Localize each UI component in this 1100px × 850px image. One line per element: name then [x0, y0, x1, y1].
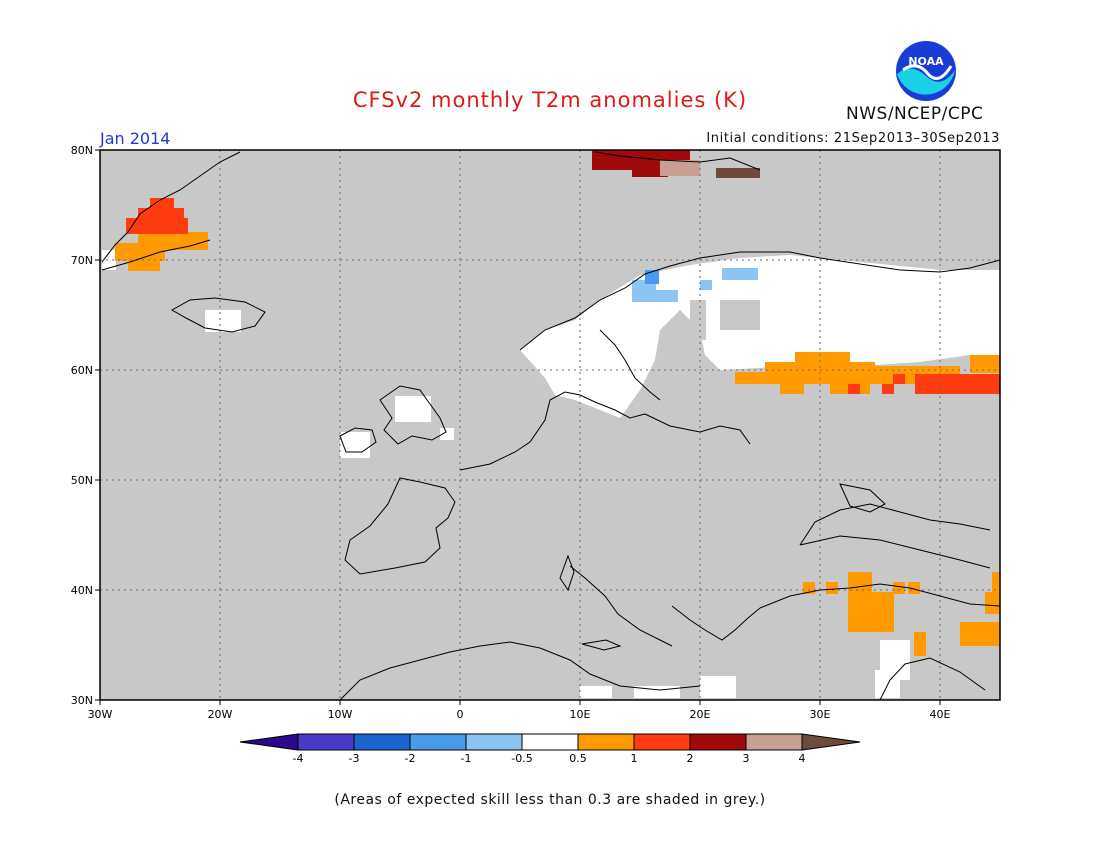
colorbar-swatch [409, 733, 467, 751]
lon-tick-label: 10W [328, 708, 353, 721]
lat-tick-label: 50N [71, 474, 93, 487]
colorbar-tick-label: 3 [743, 752, 750, 765]
colorbar-arrow-left [239, 733, 299, 751]
colorbar-tick-label: -2 [405, 752, 416, 765]
skill-footnote: (Areas of expected skill less than 0.3 a… [334, 792, 766, 808]
initial-conditions: Initial conditions: 21Sep2013–30Sep2013 [706, 131, 1000, 146]
norway-cool-anomaly [632, 268, 758, 302]
lon-tick-label: 10E [570, 708, 591, 721]
lon-tick-label: 20E [690, 708, 711, 721]
lat-tick-label: 30N [71, 694, 93, 707]
noaa-logo-icon: NOAA [896, 41, 956, 101]
agency-label: NWS/NCEP/CPC [846, 104, 984, 124]
anomaly-shading [102, 150, 1000, 698]
map-frame [99, 149, 1001, 701]
british-isles-anomaly [340, 396, 454, 458]
turkey-anomaly [803, 572, 1000, 698]
colorbar-tick-label: 0.5 [569, 752, 587, 765]
colorbar-swatch [577, 733, 635, 751]
colorbar-tick-label: 2 [687, 752, 694, 765]
colorbar-swatch [521, 733, 579, 751]
lon-tick-label: 20W [208, 708, 233, 721]
gridlines [100, 150, 1000, 700]
colorbar-tick-label: -4 [293, 752, 304, 765]
colorbar-swatch [745, 733, 803, 751]
forecast-period: Jan 2014 [100, 129, 171, 148]
colorbar-swatch [353, 733, 411, 751]
lon-tick-label: 30W [88, 708, 113, 721]
colorbar-tick-label: 4 [799, 752, 806, 765]
colorbar-tick-label: -1 [461, 752, 472, 765]
iceland-anomaly [205, 310, 241, 332]
colorbar-tick-label: 1 [631, 752, 638, 765]
lon-tick-label: 30E [810, 708, 831, 721]
lat-tick-label: 60N [71, 364, 93, 377]
colorbar-tick-label: -3 [349, 752, 360, 765]
lat-tick-label: 70N [71, 254, 93, 267]
map-title: CFSv2 monthly T2m anomalies (K) [352, 88, 748, 112]
lat-tick-label: 40N [71, 584, 93, 597]
logo-text: NOAA [908, 55, 944, 68]
coastlines [101, 151, 1001, 701]
colorbar-swatch [689, 733, 747, 751]
colorbar-tick-label: -0.5 [511, 752, 532, 765]
lon-tick-label: 0 [457, 708, 464, 721]
lat-tick-label: 80N [71, 144, 93, 157]
colorbar-arrow-right [801, 733, 861, 751]
colorbar-swatch [633, 733, 691, 751]
lon-tick-label: 40E [930, 708, 951, 721]
colorbar-swatch [465, 733, 523, 751]
colorbar-swatch [297, 733, 355, 751]
